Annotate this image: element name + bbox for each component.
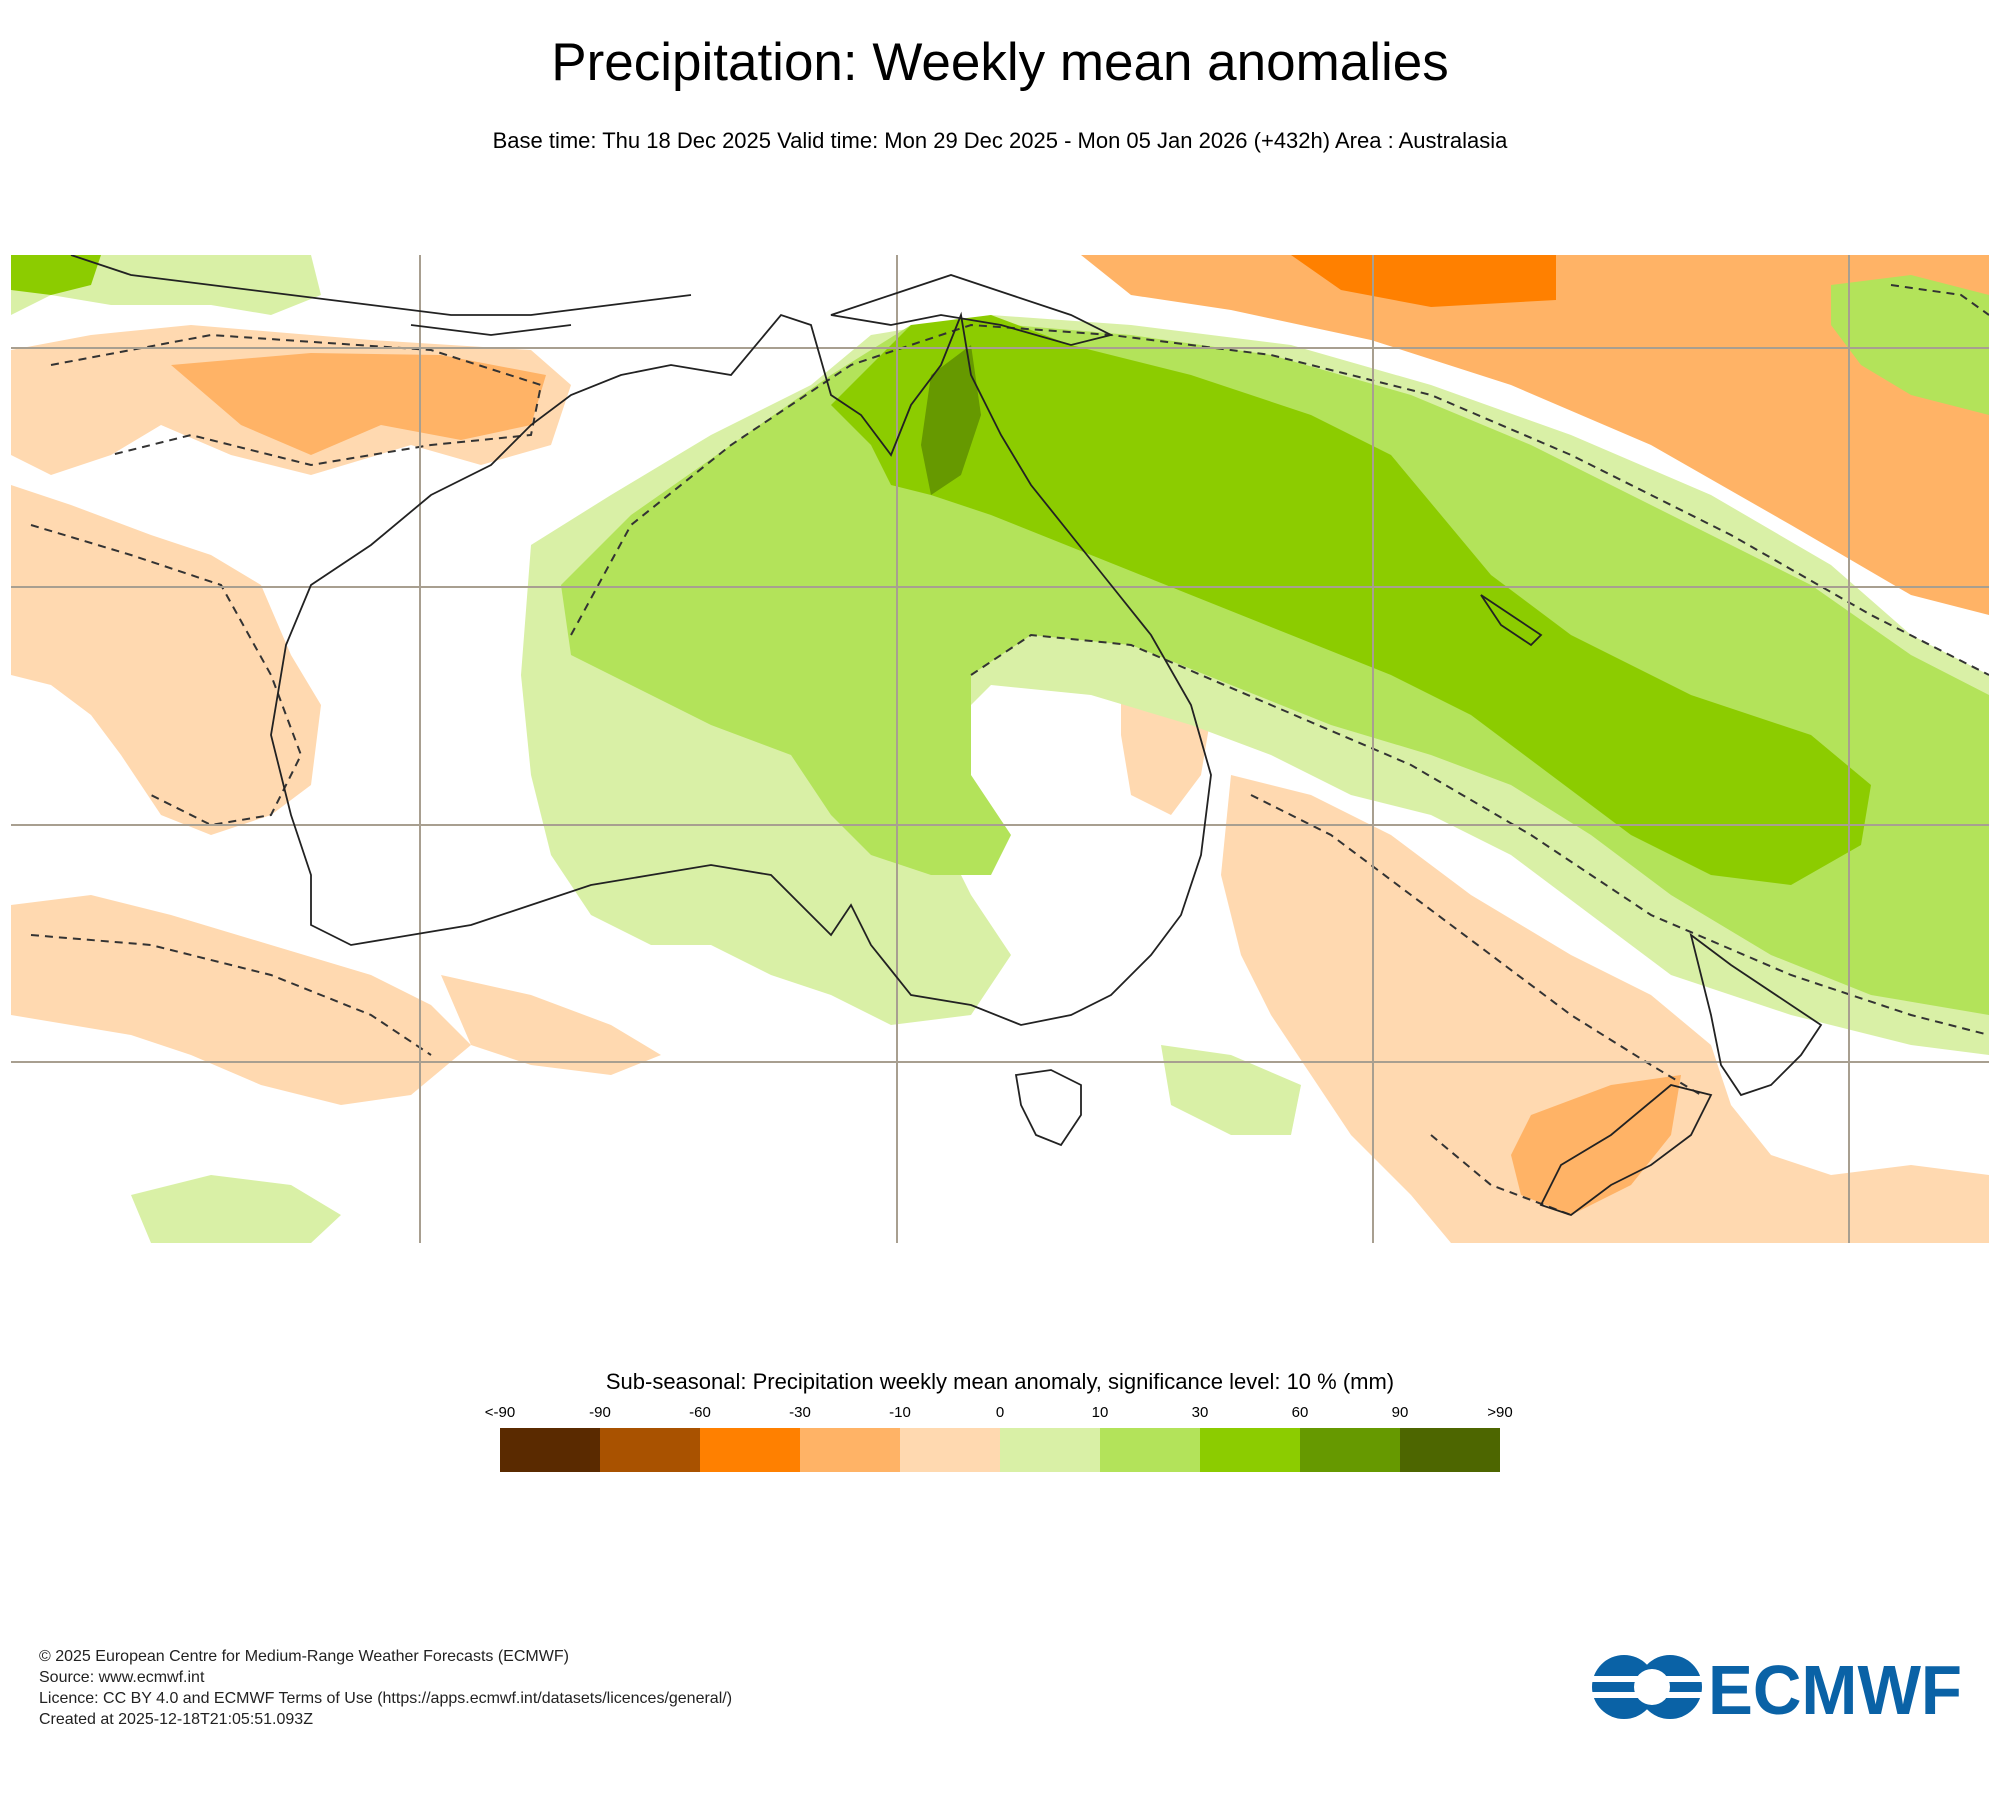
legend-swatch xyxy=(700,1428,800,1472)
legend-swatch xyxy=(1200,1428,1300,1472)
map-title: Precipitation: Weekly mean anomalies xyxy=(551,33,1449,92)
licence-text: Licence: CC BY 4.0 and ECMWF Terms of Us… xyxy=(39,1690,733,1707)
legend-title: Sub-seasonal: Precipitation weekly mean … xyxy=(605,1369,1395,1394)
ecmwf-logo: ECMWF xyxy=(1588,1652,1962,1722)
ecmwf-logo-mark xyxy=(1588,1655,1704,1719)
tasmania-coastline xyxy=(1014,1069,1082,1147)
legend-tick-label: -60 xyxy=(689,1404,711,1421)
ecmwf-logo-text: ECMWF xyxy=(1708,1652,1962,1722)
legend-colorbar xyxy=(500,1428,1500,1472)
positive-anomaly-areas xyxy=(11,255,1989,1243)
australia-coastline xyxy=(270,311,1212,1026)
legend-tick-label: 90 xyxy=(1391,1404,1409,1421)
legend-swatch xyxy=(500,1428,600,1472)
new-zealand-north-coastline xyxy=(1689,932,1823,1097)
new-guinea-coastline xyxy=(830,274,1114,346)
legend-swatch xyxy=(1300,1428,1400,1472)
source-text: Source: www.ecmwf.int xyxy=(39,1669,205,1686)
legend-tick-label: -10 xyxy=(889,1404,911,1421)
copyright-text: © 2025 European Centre for Medium-Range … xyxy=(39,1648,569,1665)
legend-tick-label: -90 xyxy=(589,1404,611,1421)
legend-tick-label: >90 xyxy=(1487,1404,1513,1421)
legend-tick-label: 10 xyxy=(1091,1404,1109,1421)
legend-swatch xyxy=(600,1428,700,1472)
legend-tick-label: 60 xyxy=(1291,1404,1309,1421)
new-zealand-south-coastline xyxy=(1539,1084,1713,1217)
gridlines xyxy=(11,255,1989,1243)
indonesia-coastline xyxy=(70,255,692,336)
map-subtitle: Base time: Thu 18 Dec 2025 Valid time: M… xyxy=(492,128,1508,153)
legend-tick-label: 30 xyxy=(1191,1404,1209,1421)
created-text: Created at 2025-12-18T21:05:51.093Z xyxy=(39,1711,313,1728)
legend-swatch xyxy=(800,1428,900,1472)
legend-swatch xyxy=(1000,1428,1100,1472)
legend-swatch xyxy=(1100,1428,1200,1472)
legend-tick-label: <-90 xyxy=(484,1404,516,1421)
significance-contours xyxy=(30,284,1989,1216)
legend-swatch xyxy=(900,1428,1000,1472)
coastlines xyxy=(70,255,1823,1217)
anomaly-map xyxy=(11,255,1989,1243)
legend-tick-label: -30 xyxy=(789,1404,811,1421)
legend-tick-label: 0 xyxy=(995,1404,1005,1421)
new-caledonia-coastline xyxy=(1480,594,1543,647)
legend-swatch xyxy=(1400,1428,1500,1472)
footer-credits: © 2025 European Centre for Medium-Range … xyxy=(39,1646,732,1730)
